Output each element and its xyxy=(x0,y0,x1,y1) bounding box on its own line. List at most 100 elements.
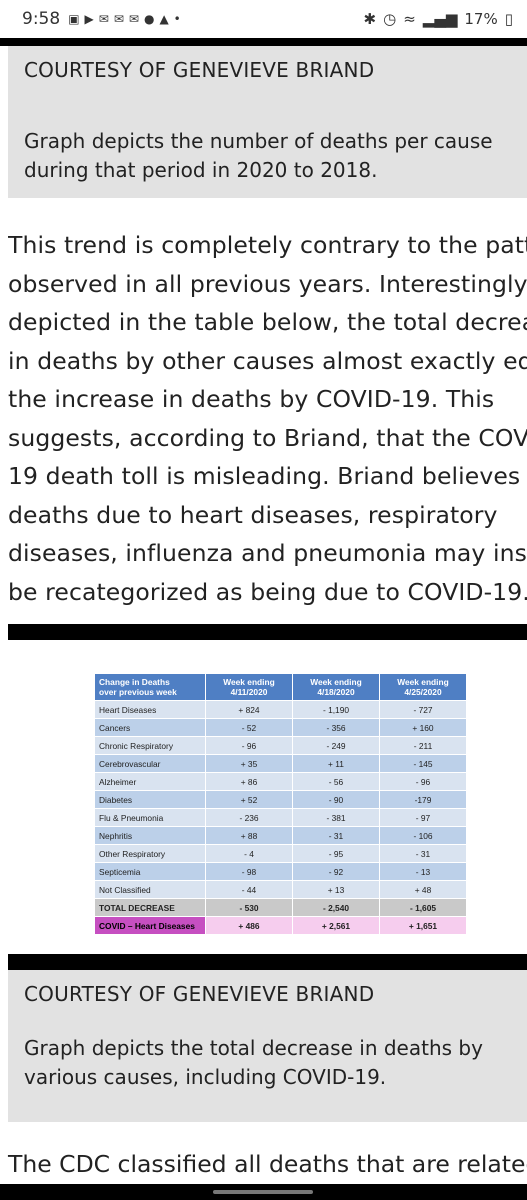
caption-description: Graph depicts the number of deaths per c… xyxy=(24,127,493,185)
signal-icon: ▂▄▆ xyxy=(422,10,458,28)
article-paragraph: The CDC classified all deaths that are r… xyxy=(8,1150,527,1178)
table-row: Heart Diseases + 824 - 1,190 - 727 xyxy=(94,700,467,719)
row-label: Flu & Pneumonia xyxy=(94,808,206,827)
row-label: COVID – Heart Diseases xyxy=(94,916,206,935)
row-value: - 90 xyxy=(292,790,380,809)
row-value: - 4 xyxy=(205,844,293,863)
row-value: + 1,651 xyxy=(379,916,467,935)
row-value: - 92 xyxy=(292,862,380,881)
youtube-icon: ▶ xyxy=(84,12,94,26)
row-label: TOTAL DECREASE xyxy=(94,898,206,917)
row-value: - 31 xyxy=(292,826,380,845)
alarm-icon: ◷ xyxy=(383,10,397,28)
row-value: - 381 xyxy=(292,808,380,827)
row-value: - 1,605 xyxy=(379,898,467,917)
image-frame-bottom xyxy=(8,954,527,970)
caption-credit: COURTESY OF GENEVIEVE BRIAND xyxy=(24,58,375,82)
row-value: - 356 xyxy=(292,718,380,737)
table-row: Not Classified - 44 + 13 + 48 xyxy=(94,880,467,899)
row-value: - 727 xyxy=(379,700,467,719)
row-value: - 145 xyxy=(379,754,467,773)
row-value: - 52 xyxy=(205,718,293,737)
home-gesture-bar[interactable] xyxy=(213,1190,313,1194)
row-value: + 160 xyxy=(379,718,467,737)
row-value: - 56 xyxy=(292,772,380,791)
table-row: Alzheimer + 86 - 56 - 96 xyxy=(94,772,467,791)
table-row: Chronic Respiratory - 96 - 249 - 211 xyxy=(94,736,467,755)
paragraph-line: diseases, influenza and pneumonia may in… xyxy=(8,539,527,567)
table-row: Cerebrovascular + 35 + 11 - 145 xyxy=(94,754,467,773)
row-value: - 236 xyxy=(205,808,293,827)
row-value: + 11 xyxy=(292,754,380,773)
table-header-cell: Change in Deaths over previous week xyxy=(94,673,206,701)
header-text: over previous week xyxy=(99,687,177,697)
row-label: Heart Diseases xyxy=(94,700,206,719)
table-header-cell: Week ending 4/11/2020 xyxy=(205,673,293,701)
row-value: - 44 xyxy=(205,880,293,899)
paragraph-line: the increase in deaths by COVID-19. This xyxy=(8,385,495,413)
covid-row: COVID – Heart Diseases + 486 + 2,561 + 1… xyxy=(94,916,467,935)
row-value: - 95 xyxy=(292,844,380,863)
wifi-icon: ≈ xyxy=(403,10,416,28)
header-text: 4/18/2020 xyxy=(317,687,355,697)
row-value: - 96 xyxy=(379,772,467,791)
caption-line: during that period in 2020 to 2018. xyxy=(24,158,378,182)
caption-credit: COURTESY OF GENEVIEVE BRIAND xyxy=(24,982,375,1006)
caption-description: Graph depicts the total decrease in deat… xyxy=(24,1034,483,1092)
row-value: + 824 xyxy=(205,700,293,719)
article-paragraph: This trend is completely contrary to the… xyxy=(8,226,527,606)
paragraph-line: deaths due to heart diseases, respirator… xyxy=(8,500,498,529)
battery-icon: ▯ xyxy=(504,10,513,28)
row-value: + 52 xyxy=(205,790,293,809)
top-divider xyxy=(0,38,527,46)
status-bar: 9:58 ▣ ▶ ✉ ✉ ✉ ● ▲ • ✱ ◷ ≈ ▂▄▆ 17% ▯ xyxy=(0,0,527,38)
row-value: - 249 xyxy=(292,736,380,755)
header-text: Week ending xyxy=(223,677,275,687)
row-value: - 98 xyxy=(205,862,293,881)
gmail-icon: ✉ xyxy=(98,12,109,26)
row-value: -179 xyxy=(379,790,467,809)
bluetooth-icon: ✱ xyxy=(363,10,377,28)
paragraph-line: in deaths by other causes almost exactly… xyxy=(8,346,527,375)
row-value: - 13 xyxy=(379,862,467,881)
gmail-icon: ✉ xyxy=(113,12,124,26)
header-text: 4/25/2020 xyxy=(404,687,442,697)
paragraph-line: suggests, according to Briand, that the … xyxy=(8,423,527,452)
row-label: Nephritis xyxy=(94,826,206,845)
row-value: + 486 xyxy=(205,916,293,935)
battery-percent: 17% xyxy=(464,10,498,28)
caption-line: Graph depicts the total decrease in deat… xyxy=(24,1036,483,1060)
caption-line: various causes, including COVID-19. xyxy=(24,1065,387,1089)
row-value: - 31 xyxy=(379,844,467,863)
image-caption: COURTESY OF GENEVIEVE BRIAND Graph depic… xyxy=(8,970,527,1122)
row-label: Alzheimer xyxy=(94,772,206,791)
paragraph-line: be recategorized as being due to COVID-1… xyxy=(8,577,527,606)
row-value: + 13 xyxy=(292,880,380,899)
table-row: Flu & Pneumonia - 236 - 381 - 97 xyxy=(94,808,467,827)
row-value: - 1,190 xyxy=(292,700,380,719)
header-text: 4/11/2020 xyxy=(230,687,268,697)
row-value: - 106 xyxy=(379,826,467,845)
total-row: TOTAL DECREASE - 530 - 2,540 - 1,605 xyxy=(94,898,467,917)
deaths-change-table: Change in Deaths over previous week Week… xyxy=(94,673,467,935)
row-label: Not Classified xyxy=(94,880,206,899)
row-label: Cancers xyxy=(94,718,206,737)
image-caption: COURTESY OF GENEVIEVE BRIAND Graph depic… xyxy=(8,46,527,198)
image-icon: ▣ xyxy=(68,12,80,26)
app-icon: ● xyxy=(143,12,155,26)
row-label: Septicemia xyxy=(94,862,206,881)
row-value: - 2,540 xyxy=(292,898,380,917)
row-label: Diabetes xyxy=(94,790,206,809)
bell-icon: ▲ xyxy=(159,12,169,26)
row-value: + 48 xyxy=(379,880,467,899)
header-text: Change in Deaths xyxy=(99,677,170,687)
header-text: Week ending xyxy=(397,677,449,687)
image-frame-top xyxy=(8,624,527,640)
row-value: - 530 xyxy=(205,898,293,917)
paragraph-line: This trend is completely contrary to the… xyxy=(8,231,527,259)
table-row: Other Respiratory - 4 - 95 - 31 xyxy=(94,844,467,863)
table-row: Diabetes + 52 - 90 -179 xyxy=(94,790,467,809)
table-header-row: Change in Deaths over previous week Week… xyxy=(94,673,467,701)
row-value: - 97 xyxy=(379,808,467,827)
row-value: + 35 xyxy=(205,754,293,773)
